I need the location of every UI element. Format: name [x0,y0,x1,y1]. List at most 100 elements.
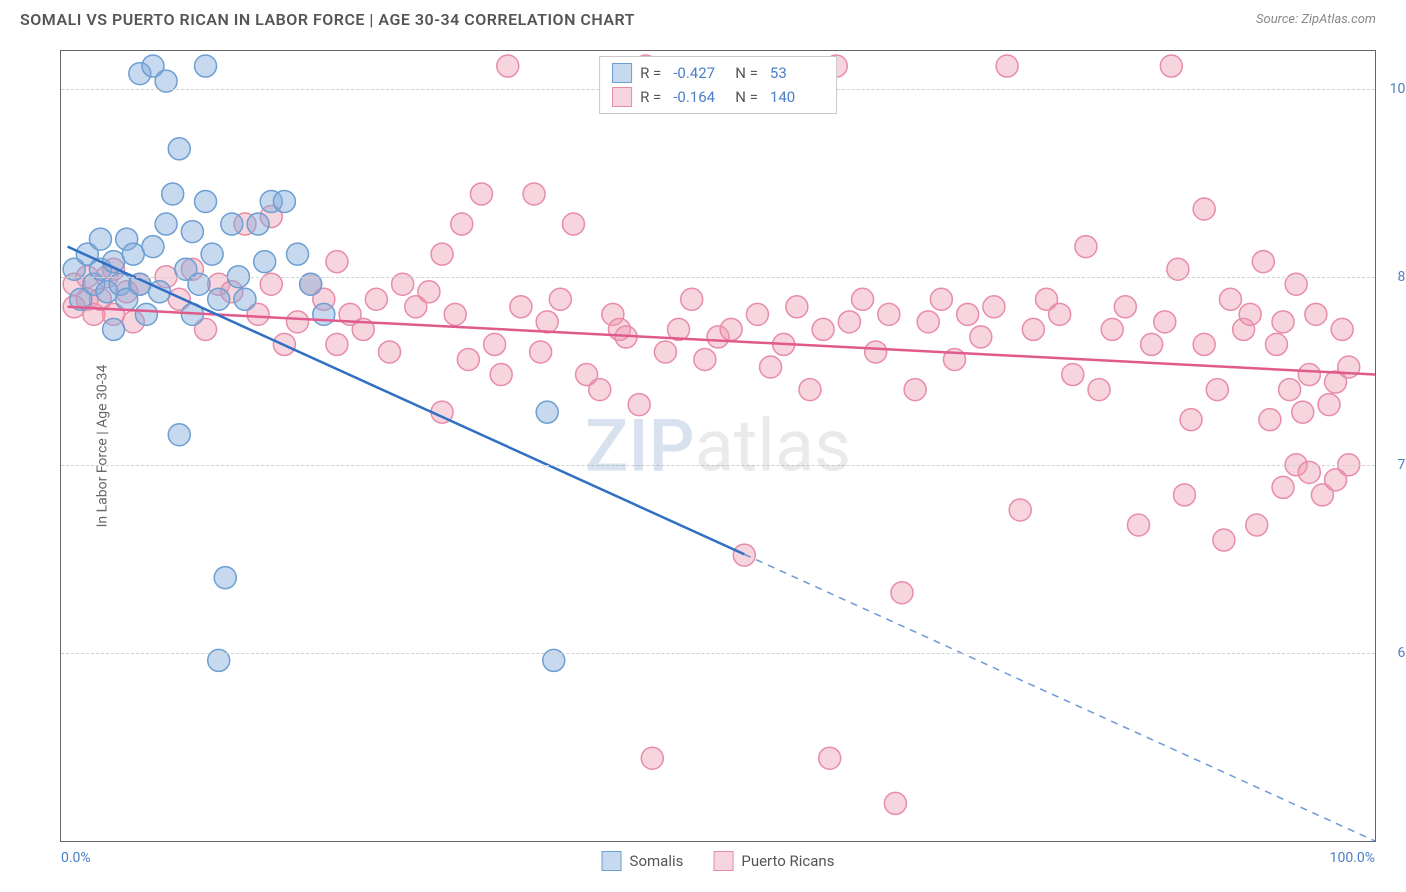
puerto_ricans-point [451,213,473,235]
somalis-point [103,251,125,273]
puerto-ricans-r-value: -0.164 [673,85,723,109]
puerto_ricans-point [326,251,348,273]
puerto_ricans-point [654,341,676,363]
somalis-point [254,251,276,273]
somalis-point [201,243,223,265]
puerto_ricans-point [484,333,506,355]
puerto_ricans-point [1088,379,1110,401]
puerto_ricans-point [1049,303,1071,325]
puerto_ricans-point [497,55,519,77]
puerto_ricans-point [694,348,716,370]
puerto_ricans-point [1114,296,1136,318]
puerto_ricans-point [326,333,348,355]
somalis-point [287,243,309,265]
puerto-ricans-label: Puerto Ricans [741,852,834,870]
legend-row-puerto-ricans: R = -0.164 N = 140 [612,85,824,109]
somalis-point [103,318,125,340]
puerto_ricans-point [444,303,466,325]
puerto_ricans-point [628,394,650,416]
puerto_ricans-point [904,379,926,401]
somalis-point [89,228,111,250]
puerto_ricans-point [983,296,1005,318]
puerto_ricans-point [1101,318,1123,340]
r-label: R = [640,85,661,109]
somalis-point [135,303,157,325]
n-label: N = [735,61,758,85]
puerto_ricans-point [562,213,584,235]
puerto_ricans-point [641,747,663,769]
puerto_ricans-point [1213,529,1235,551]
somalis-point [221,213,243,235]
puerto_ricans-point [1075,236,1097,258]
series-legend: Somalis Puerto Ricans [602,851,835,871]
puerto_ricans-point [1009,499,1031,521]
somalis-swatch-icon [602,851,622,871]
puerto_ricans-point [838,311,860,333]
puerto_ricans-point [1292,401,1314,423]
n-label: N = [735,85,758,109]
somalis-point [142,236,164,258]
puerto_ricans-point [1246,514,1268,536]
puerto_ricans-point [490,364,512,386]
puerto_ricans-point [917,311,939,333]
puerto_ricans-point [799,379,821,401]
puerto_ricans-point [418,281,440,303]
puerto_ricans-point [812,318,834,340]
puerto_ricans-point [1180,409,1202,431]
legend-row-somalis: R = -0.427 N = 53 [612,61,824,85]
puerto_ricans-point [891,582,913,604]
puerto-ricans-swatch-icon [713,851,733,871]
puerto_ricans-point [720,318,742,340]
puerto_ricans-point [1193,198,1215,220]
puerto_ricans-point [530,341,552,363]
puerto_ricans-point [457,348,479,370]
y-tick-label: 87.5% [1380,269,1406,285]
somalis-n-value: 53 [770,61,820,85]
puerto_ricans-point [884,792,906,814]
somalis-point [181,221,203,243]
puerto_ricans-point [431,243,453,265]
puerto_ricans-point [1160,55,1182,77]
puerto_ricans-point [1141,333,1163,355]
plot-svg [61,51,1375,841]
puerto_ricans-point [878,303,900,325]
puerto_ricans-point [1193,333,1215,355]
puerto_ricans-point [536,311,558,333]
puerto_ricans-point [1219,288,1241,310]
puerto_ricans-point [1259,409,1281,431]
legend-item-somalis: Somalis [602,851,684,871]
puerto_ricans-point [1272,476,1294,498]
puerto_ricans-point [1127,514,1149,536]
y-tick-label: 100.0% [1380,81,1406,97]
correlation-legend: R = -0.427 N = 53 R = -0.164 N = 140 [599,56,837,114]
somalis-point [155,213,177,235]
somalis-point [162,183,184,205]
puerto_ricans-point [1279,379,1301,401]
somalis-point [122,243,144,265]
puerto_ricans-point [510,296,532,318]
puerto_ricans-point [970,326,992,348]
somalis-r-value: -0.427 [673,61,723,85]
gridline [61,465,1375,466]
plot-area [61,51,1375,841]
somalis-point [214,567,236,589]
puerto_ricans-point [957,303,979,325]
gridline [61,653,1375,654]
puerto_ricans-point [1298,364,1320,386]
puerto_ricans-point [1265,333,1287,355]
somalis-point [168,138,190,160]
source-label: Source: ZipAtlas.com [1256,12,1376,27]
somalis-point [195,190,217,212]
somalis-point [536,401,558,423]
legend-item-puerto-ricans: Puerto Ricans [713,851,834,871]
puerto_ricans-point [470,183,492,205]
puerto_ricans-point [819,747,841,769]
somalis-swatch-icon [612,63,632,83]
puerto_ricans-point [1331,318,1353,340]
gridline [61,277,1375,278]
puerto_ricans-point [865,341,887,363]
x-tick-label: 0.0% [61,850,91,866]
puerto_ricans-point [852,288,874,310]
puerto_ricans-point [733,544,755,566]
r-label: R = [640,61,661,85]
